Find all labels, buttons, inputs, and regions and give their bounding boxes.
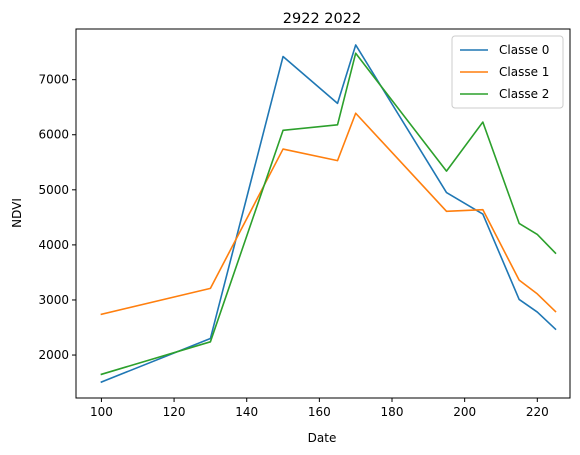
y-tick-label: 3000	[38, 293, 69, 307]
x-tick-label: 160	[308, 405, 331, 419]
y-axis-ticks: 2000 3000 4000 5000 6000 7000	[38, 73, 76, 362]
y-tick-label: 7000	[38, 73, 69, 87]
series-line-2	[100, 52, 557, 376]
x-axis-ticks: 100 120 140 160 180 200 220	[90, 398, 549, 419]
plot-lines	[100, 44, 557, 384]
y-tick-label: 2000	[38, 348, 69, 362]
legend-label-2: Classe 2	[499, 87, 549, 101]
series-line-1	[100, 112, 557, 316]
legend-box	[451, 35, 564, 109]
x-tick-label: 200	[453, 405, 476, 419]
series-line-0	[100, 44, 557, 384]
y-axis-title: NDVI	[10, 198, 24, 228]
x-tick-label: 140	[235, 405, 258, 419]
x-tick-label: 180	[381, 405, 404, 419]
x-tick-label: 120	[163, 405, 186, 419]
x-tick-label: 100	[90, 405, 113, 419]
y-tick-label: 6000	[38, 128, 69, 142]
legend-label-0: Classe 0	[499, 43, 549, 57]
y-tick-label: 4000	[38, 238, 69, 252]
plot-frame	[75, 28, 571, 399]
y-tick-label: 5000	[38, 183, 69, 197]
x-axis-title: Date	[308, 431, 337, 445]
legend-label-1: Classe 1	[499, 65, 549, 79]
legend: Classe 0 Classe 1 Classe 2	[451, 35, 564, 109]
x-tick-label: 220	[526, 405, 549, 419]
chart-title: 2922 2022	[283, 11, 361, 27]
